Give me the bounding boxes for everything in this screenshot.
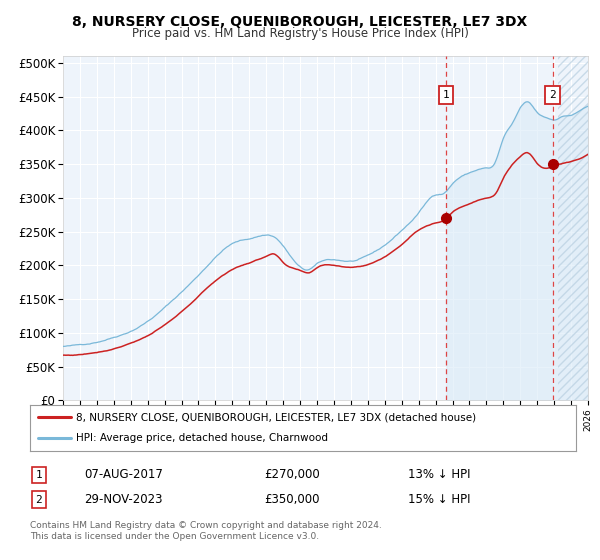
Text: £350,000: £350,000 [264, 493, 320, 506]
Text: 1: 1 [443, 90, 449, 100]
Text: 13% ↓ HPI: 13% ↓ HPI [408, 468, 470, 482]
Text: This data is licensed under the Open Government Licence v3.0.: This data is licensed under the Open Gov… [30, 532, 319, 541]
Text: 8, NURSERY CLOSE, QUENIBOROUGH, LEICESTER, LE7 3DX (detached house): 8, NURSERY CLOSE, QUENIBOROUGH, LEICESTE… [76, 412, 476, 422]
Text: Contains HM Land Registry data © Crown copyright and database right 2024.: Contains HM Land Registry data © Crown c… [30, 521, 382, 530]
Text: 07-AUG-2017: 07-AUG-2017 [84, 468, 163, 482]
Text: 8, NURSERY CLOSE, QUENIBOROUGH, LEICESTER, LE7 3DX: 8, NURSERY CLOSE, QUENIBOROUGH, LEICESTE… [73, 15, 527, 29]
Text: HPI: Average price, detached house, Charnwood: HPI: Average price, detached house, Char… [76, 433, 328, 444]
Text: 1: 1 [35, 470, 43, 480]
Text: £270,000: £270,000 [264, 468, 320, 482]
Text: 15% ↓ HPI: 15% ↓ HPI [408, 493, 470, 506]
Text: Price paid vs. HM Land Registry's House Price Index (HPI): Price paid vs. HM Land Registry's House … [131, 27, 469, 40]
Text: 2: 2 [550, 90, 556, 100]
Text: 29-NOV-2023: 29-NOV-2023 [84, 493, 163, 506]
Text: 2: 2 [35, 494, 43, 505]
